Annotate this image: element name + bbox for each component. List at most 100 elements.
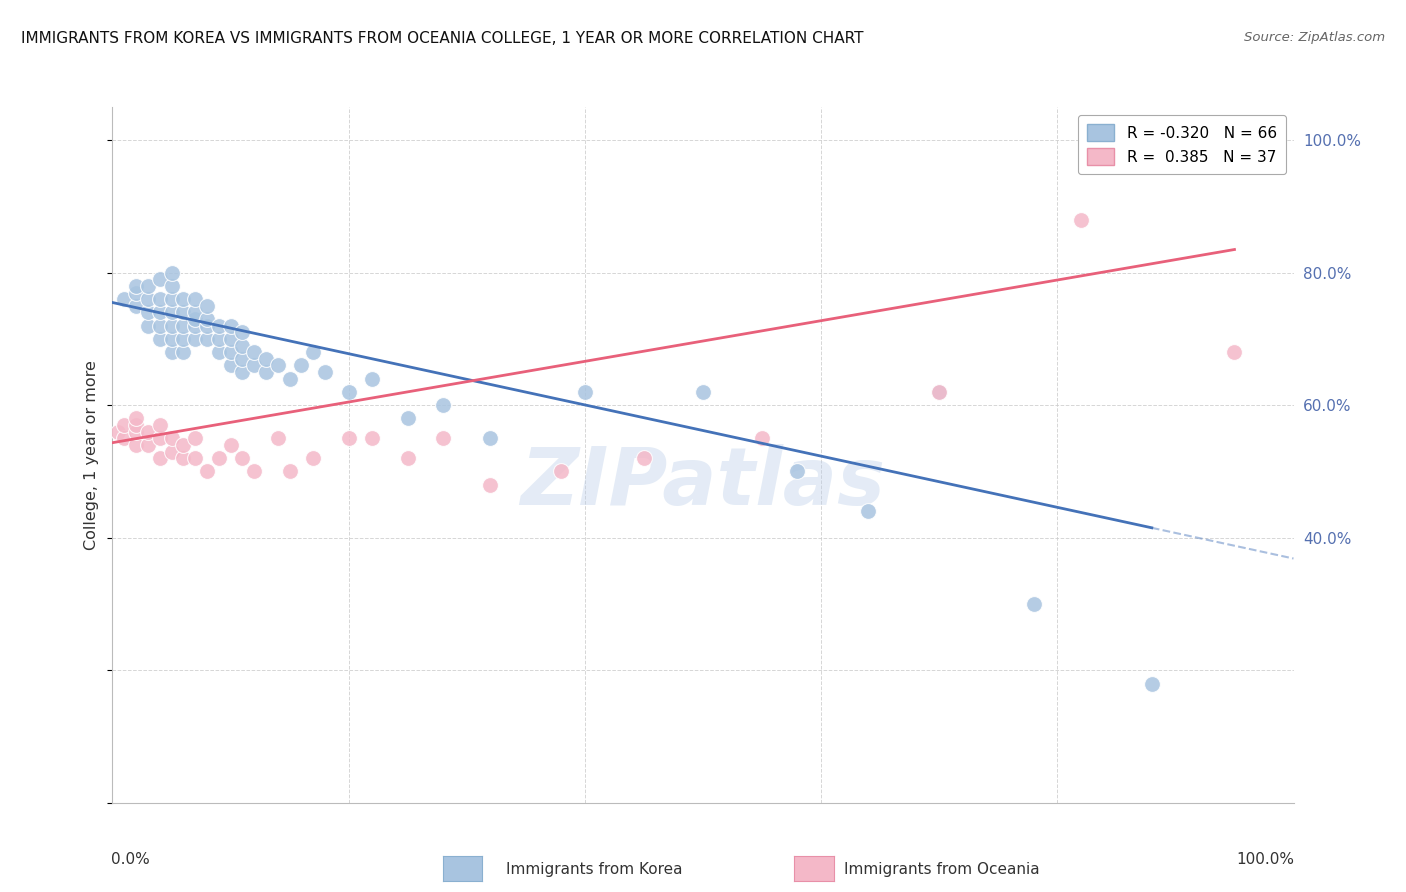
Point — [184, 332, 207, 346]
Point — [160, 345, 183, 359]
Point — [219, 318, 242, 333]
Point — [1022, 597, 1045, 611]
Text: Source: ZipAtlas.com: Source: ZipAtlas.com — [1244, 31, 1385, 45]
Point — [149, 292, 172, 306]
Point — [361, 431, 384, 445]
Point — [125, 418, 148, 433]
Point — [184, 431, 207, 445]
Point — [337, 431, 360, 445]
Point — [432, 398, 454, 412]
Point — [149, 418, 172, 433]
Point — [290, 359, 312, 373]
Point — [208, 332, 231, 346]
Point — [858, 504, 880, 518]
Point — [184, 305, 207, 319]
Point — [231, 365, 253, 379]
Point — [107, 425, 129, 439]
Point — [125, 438, 148, 452]
Point — [149, 431, 172, 445]
Text: 100.0%: 100.0% — [1237, 852, 1295, 866]
Point — [160, 279, 183, 293]
Point — [928, 384, 950, 399]
Point — [195, 312, 218, 326]
Point — [184, 451, 207, 466]
Point — [160, 431, 183, 445]
Point — [1140, 676, 1163, 690]
Point — [278, 465, 301, 479]
Point — [160, 332, 183, 346]
Point — [136, 292, 159, 306]
Point — [208, 318, 231, 333]
Point — [267, 431, 290, 445]
Point — [314, 365, 336, 379]
Point — [195, 465, 218, 479]
Point — [786, 465, 808, 479]
Point — [254, 351, 277, 366]
Text: Immigrants from Oceania: Immigrants from Oceania — [844, 863, 1039, 877]
Point — [231, 451, 253, 466]
Point — [172, 451, 194, 466]
Point — [396, 411, 419, 425]
Point — [208, 345, 231, 359]
Point — [267, 359, 290, 373]
Point — [219, 359, 242, 373]
Point — [136, 438, 159, 452]
Point — [479, 431, 502, 445]
Point — [112, 292, 135, 306]
Text: 0.0%: 0.0% — [111, 852, 150, 866]
Point — [172, 332, 194, 346]
Point — [149, 272, 172, 286]
Point — [184, 292, 207, 306]
Point — [149, 451, 172, 466]
Point — [149, 318, 172, 333]
Point — [172, 318, 194, 333]
Y-axis label: College, 1 year or more: College, 1 year or more — [84, 360, 100, 549]
Point — [231, 351, 253, 366]
Point — [160, 266, 183, 280]
Point — [136, 305, 159, 319]
Point — [219, 438, 242, 452]
Point — [432, 431, 454, 445]
Point — [195, 299, 218, 313]
Point — [302, 451, 325, 466]
Point — [278, 372, 301, 386]
Point — [125, 285, 148, 300]
Point — [479, 477, 502, 491]
Point — [243, 465, 266, 479]
Point — [208, 451, 231, 466]
Point — [125, 279, 148, 293]
Point — [172, 345, 194, 359]
Point — [172, 292, 194, 306]
Point — [149, 305, 172, 319]
Point — [1070, 212, 1092, 227]
Point — [195, 332, 218, 346]
Point — [160, 292, 183, 306]
Point — [195, 318, 218, 333]
Point — [1223, 345, 1246, 359]
Point — [160, 318, 183, 333]
Point — [125, 425, 148, 439]
Point — [243, 359, 266, 373]
Point — [302, 345, 325, 359]
Point — [149, 332, 172, 346]
Point — [136, 318, 159, 333]
Point — [184, 318, 207, 333]
Point — [219, 332, 242, 346]
Point — [112, 431, 135, 445]
Point — [231, 338, 253, 352]
Point — [337, 384, 360, 399]
Point — [751, 431, 773, 445]
Point — [231, 326, 253, 340]
Point — [172, 438, 194, 452]
Point — [125, 411, 148, 425]
Point — [219, 345, 242, 359]
Point — [243, 345, 266, 359]
Point — [396, 451, 419, 466]
Point — [254, 365, 277, 379]
Point — [125, 299, 148, 313]
Point — [160, 305, 183, 319]
Point — [692, 384, 714, 399]
Legend: R = -0.320   N = 66, R =  0.385   N = 37: R = -0.320 N = 66, R = 0.385 N = 37 — [1078, 115, 1286, 175]
Point — [112, 418, 135, 433]
Point — [361, 372, 384, 386]
